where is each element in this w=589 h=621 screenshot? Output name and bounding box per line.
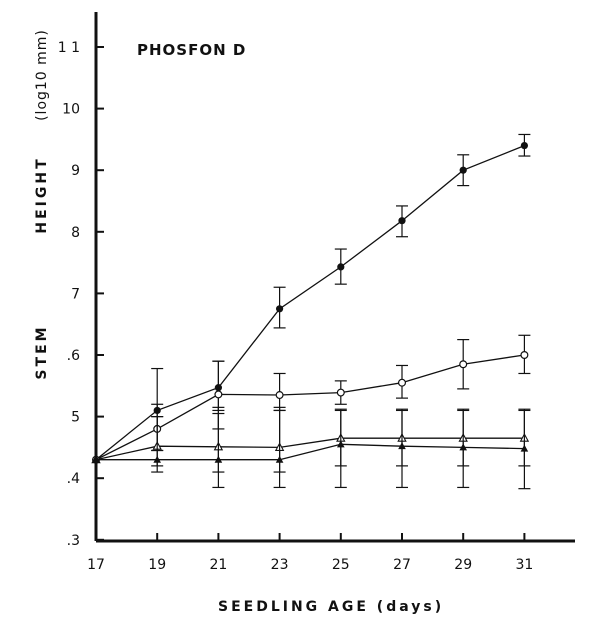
x-tick-label: 25 [332,557,350,573]
data-point [459,166,467,174]
y-tick-label: 1 1 [58,40,80,56]
series-line [95,437,525,461]
data-point [275,391,284,400]
series-line [95,354,525,461]
data-point [276,305,284,313]
x-tick-label: 31 [515,557,533,573]
data-point [520,141,529,150]
x-tick-label: 17 [87,557,105,573]
x-tick-label: 29 [454,557,472,573]
data-point [398,378,407,387]
data-point [153,455,161,463]
y-tick-label: 8 [71,225,80,241]
y-tick-label: .3 [67,533,80,549]
axes [94,12,575,543]
y-tick-label: 7 [71,286,80,302]
y-axis-unit: (log10 mm) [34,29,50,121]
data-point [337,440,345,448]
data-point [520,351,529,360]
y-axis-title-word-2: HEIGHT [34,156,50,233]
series-line [95,144,525,461]
data-point [214,390,223,399]
series-layer [91,133,531,490]
data-point [275,455,284,463]
series-filled-circle [92,133,531,464]
chart-title: PHOSFON D [137,41,246,59]
x-tick-label: 21 [209,557,227,573]
x-axis-title: SEEDLING AGE (days) [218,599,444,615]
x-ticks: 17 19 21 23 25 27 29 31 [87,533,533,573]
y-ticks: .3 .4 5 .6 7 8 9 10 1 1 [58,40,104,549]
x-tick-label: 23 [271,557,289,573]
series-filled-triangle [92,406,531,490]
x-tick-label: 27 [393,557,411,573]
data-point [520,444,529,452]
y-tick-label: 10 [62,102,80,118]
data-point [92,455,100,463]
data-point [398,442,406,450]
y-tick-label: 5 [71,410,80,426]
y-axis-title-word-1: STEM [34,324,50,379]
data-point [459,360,468,369]
y-tick-label: .4 [67,471,80,487]
series-line [96,443,525,461]
y-tick-label: .6 [67,348,80,364]
data-point [336,388,345,397]
y-tick-label: 9 [71,163,80,179]
x-tick-label: 19 [148,557,166,573]
data-point [398,217,406,225]
data-point [214,455,223,463]
data-point [459,443,467,451]
data-point [337,263,345,271]
